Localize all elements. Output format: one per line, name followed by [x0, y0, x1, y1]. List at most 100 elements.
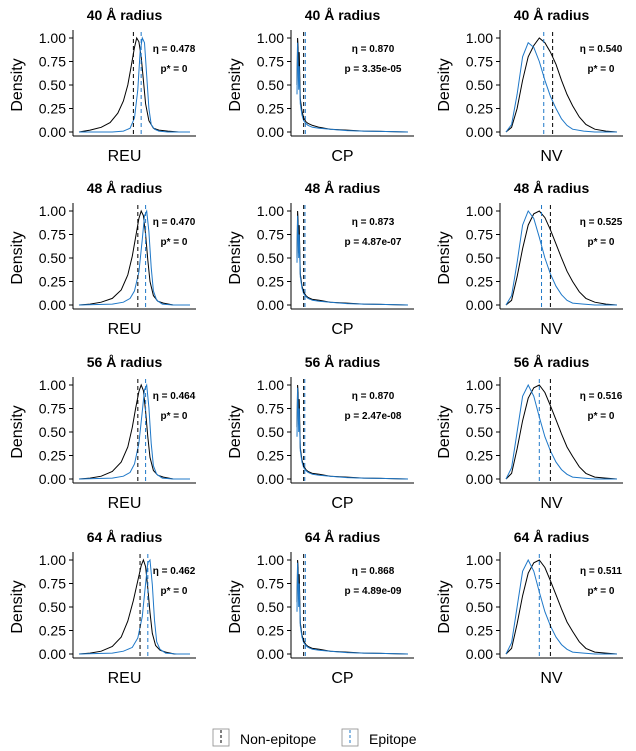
- panel-title: 64 Å radius: [87, 529, 163, 545]
- y-tick-label: 0.50: [466, 599, 493, 615]
- y-axis-title: Density: [436, 580, 453, 633]
- y-tick-label: 0.50: [39, 77, 66, 93]
- non-epitope-density-line: [505, 37, 618, 133]
- panel-title: 56 Å radius: [305, 354, 381, 370]
- y-tick-label: 1.00: [257, 552, 284, 568]
- y-tick-label: 0.25: [257, 448, 284, 464]
- panel-title: 56 Å radius: [87, 354, 163, 370]
- panel-3-2: 64 Å radius 0.00 0.25 0.50 0.75 1.00 NV Density…: [436, 529, 623, 687]
- y-tick-label: 0.50: [39, 250, 66, 266]
- y-axis-title: Density: [227, 405, 244, 458]
- y-tick-label: 0.00: [39, 297, 66, 313]
- y-axis-title: Density: [227, 58, 244, 111]
- y-tick-label: 0.25: [257, 274, 284, 290]
- panel-title: 40 Å radius: [305, 7, 381, 23]
- y-tick-label: 1.00: [466, 377, 493, 393]
- panel-3-0: 64 Å radius 0.00 0.25 0.50 0.75 1.00 REU Densit…: [9, 529, 196, 687]
- epitope-density-line: [505, 41, 617, 133]
- x-axis-title: CP: [331, 321, 353, 338]
- eta-annotation: η = 0.464: [153, 391, 196, 402]
- y-axis-title: Density: [9, 580, 26, 633]
- legend: Non-epitope Epitope: [212, 728, 417, 747]
- y-tick-label: 0.50: [466, 250, 493, 266]
- p-value-annotation: p* = 0: [161, 64, 188, 75]
- eta-annotation: η = 0.462: [153, 566, 196, 577]
- epitope-density-line: [78, 558, 190, 655]
- y-tick-label: 0.50: [466, 77, 493, 93]
- y-tick-label: 0.25: [466, 274, 493, 290]
- panel-0-1: 40 Å radius 0.00 0.25 0.50 0.75 1.00 CP Density…: [227, 7, 414, 165]
- p-value-annotation: p* = 0: [588, 237, 615, 248]
- non-epitope-density-line: [505, 384, 618, 480]
- y-tick-label: 1.00: [466, 203, 493, 219]
- x-axis-title: REU: [108, 321, 142, 338]
- panel-title: 40 Å radius: [87, 7, 163, 23]
- y-axis-title: Density: [436, 58, 453, 111]
- y-tick-label: 0.75: [39, 401, 66, 417]
- y-tick-label: 0.75: [257, 54, 284, 70]
- p-value-annotation: p = 3.35e-05: [345, 64, 402, 75]
- y-tick-label: 0.50: [257, 424, 284, 440]
- eta-annotation: η = 0.540: [580, 44, 623, 55]
- panel-2-2: 56 Å radius 0.00 0.25 0.50 0.75 1.00 NV Density…: [436, 354, 623, 512]
- y-axis-title: Density: [9, 405, 26, 458]
- y-tick-label: 0.75: [466, 227, 493, 243]
- p-value-annotation: p = 4.89e-09: [345, 586, 402, 597]
- y-tick-label: 1.00: [257, 30, 284, 46]
- y-tick-label: 0.75: [466, 401, 493, 417]
- panel-1-0: 48 Å radius 0.00 0.25 0.50 0.75 1.00 REU Densit…: [9, 180, 196, 338]
- y-tick-label: 0.50: [257, 250, 284, 266]
- panel-0-0: 40 Å radius 0.00 0.25 0.50 0.75 1.00 REU Densit…: [9, 7, 196, 165]
- y-tick-label: 1.00: [39, 552, 66, 568]
- p-value-annotation: p* = 0: [588, 411, 615, 422]
- y-tick-label: 0.25: [39, 448, 66, 464]
- x-axis-title: NV: [540, 148, 563, 165]
- y-tick-label: 0.00: [39, 646, 66, 662]
- x-axis-title: REU: [108, 495, 142, 512]
- y-tick-label: 0.75: [39, 54, 66, 70]
- x-axis-title: REU: [108, 148, 142, 165]
- p-value-annotation: p* = 0: [161, 411, 188, 422]
- y-tick-label: 0.00: [257, 646, 284, 662]
- y-tick-label: 1.00: [257, 377, 284, 393]
- x-axis-title: CP: [331, 670, 353, 687]
- x-axis-title: CP: [331, 495, 353, 512]
- panel-title: 64 Å radius: [514, 529, 590, 545]
- y-tick-label: 0.50: [39, 424, 66, 440]
- y-tick-label: 0.00: [257, 297, 284, 313]
- y-tick-label: 0.00: [39, 124, 66, 140]
- y-tick-label: 0.25: [257, 623, 284, 639]
- x-axis-title: NV: [540, 670, 563, 687]
- y-tick-label: 0.25: [466, 448, 493, 464]
- y-tick-label: 0.00: [257, 471, 284, 487]
- eta-annotation: η = 0.470: [153, 217, 196, 228]
- p-value-annotation: p = 4.87e-07: [345, 237, 402, 248]
- panel-2-1: 56 Å radius 0.00 0.25 0.50 0.75 1.00 CP Density…: [227, 354, 414, 512]
- y-tick-label: 0.50: [257, 599, 284, 615]
- panel-title: 56 Å radius: [514, 354, 590, 370]
- epitope-density-line: [505, 558, 617, 655]
- y-tick-label: 0.75: [257, 227, 284, 243]
- p-value-annotation: p* = 0: [588, 64, 615, 75]
- panel-title: 40 Å radius: [514, 7, 590, 23]
- legend-label: Epitope: [369, 731, 417, 747]
- y-axis-title: Density: [436, 231, 453, 284]
- y-tick-label: 1.00: [39, 30, 66, 46]
- epitope-density-line: [505, 383, 617, 480]
- eta-annotation: η = 0.870: [352, 391, 395, 402]
- p-value-annotation: p = 2.47e-08: [345, 411, 402, 422]
- y-tick-label: 0.25: [466, 101, 493, 117]
- y-tick-label: 0.00: [466, 297, 493, 313]
- y-tick-label: 0.25: [257, 101, 284, 117]
- eta-annotation: η = 0.868: [352, 566, 395, 577]
- panel-1-2: 48 Å radius 0.00 0.25 0.50 0.75 1.00 NV Density…: [436, 180, 623, 338]
- epitope-density-line: [505, 209, 617, 306]
- non-epitope-density-line: [505, 210, 618, 306]
- epitope-density-line: [79, 36, 190, 133]
- y-tick-label: 0.25: [466, 623, 493, 639]
- x-axis-title: CP: [331, 148, 353, 165]
- y-axis-title: Density: [9, 231, 26, 284]
- eta-annotation: η = 0.511: [580, 566, 622, 577]
- x-axis-title: NV: [540, 495, 563, 512]
